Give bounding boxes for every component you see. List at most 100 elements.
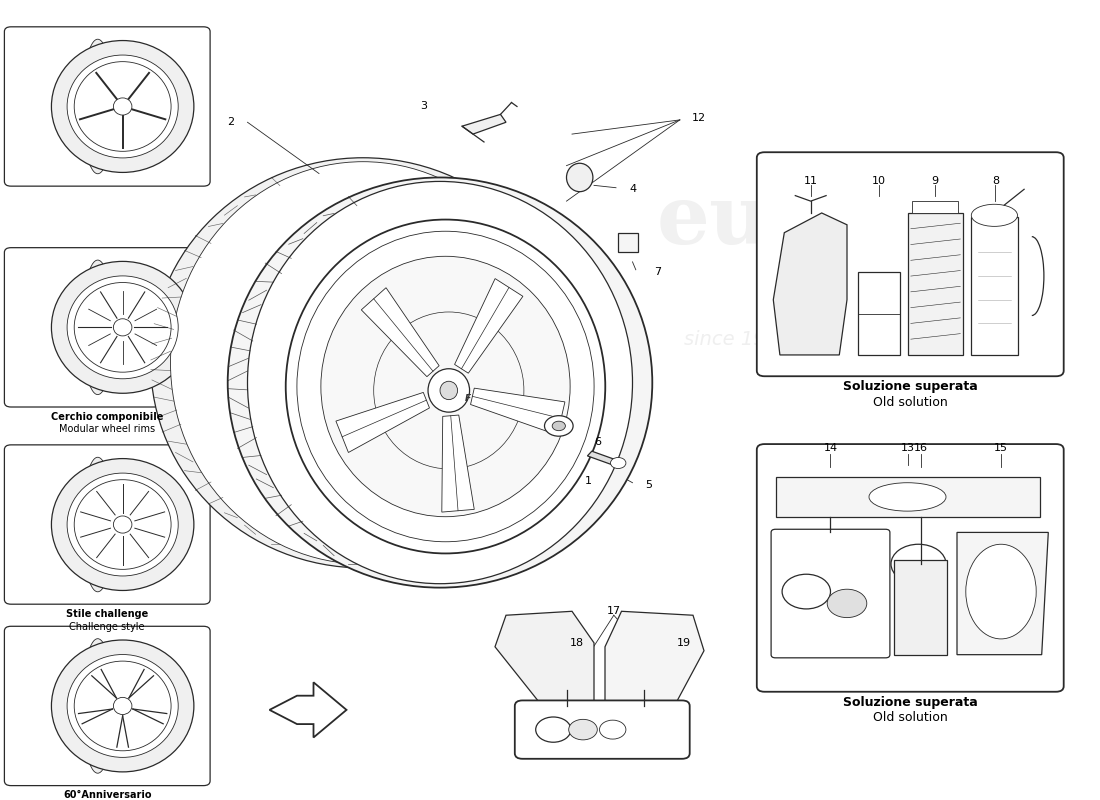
Text: 8: 8 [992, 177, 999, 186]
Ellipse shape [67, 55, 178, 158]
Ellipse shape [286, 219, 605, 554]
Ellipse shape [82, 39, 113, 174]
Text: 19: 19 [678, 638, 691, 648]
Text: Challenge style: Challenge style [69, 622, 145, 631]
Ellipse shape [966, 544, 1036, 639]
Text: eurob: eurob [657, 181, 927, 261]
Ellipse shape [113, 698, 132, 714]
Text: Soluzione superata: Soluzione superata [843, 695, 978, 709]
Ellipse shape [544, 416, 573, 436]
Ellipse shape [52, 458, 194, 590]
Ellipse shape [827, 590, 867, 618]
Ellipse shape [610, 458, 626, 469]
Ellipse shape [321, 256, 570, 517]
FancyBboxPatch shape [515, 701, 690, 758]
Bar [858, 272, 900, 355]
Ellipse shape [67, 473, 178, 576]
Polygon shape [454, 278, 522, 373]
Text: 12: 12 [692, 114, 705, 123]
Polygon shape [442, 415, 474, 512]
Ellipse shape [74, 480, 172, 570]
Text: 18: 18 [570, 638, 583, 648]
Polygon shape [361, 288, 439, 377]
Bar [912, 201, 958, 213]
FancyBboxPatch shape [771, 530, 890, 658]
Text: 1: 1 [585, 476, 592, 486]
Polygon shape [462, 114, 506, 134]
Ellipse shape [170, 162, 556, 564]
Text: 3: 3 [420, 102, 427, 111]
Text: Stile challenge: Stile challenge [66, 609, 148, 619]
Ellipse shape [87, 470, 109, 578]
FancyBboxPatch shape [757, 444, 1064, 692]
Bar [908, 213, 962, 355]
Polygon shape [773, 213, 847, 355]
Polygon shape [957, 533, 1048, 654]
Ellipse shape [52, 640, 194, 772]
Bar [971, 217, 1018, 355]
Ellipse shape [428, 369, 470, 412]
Text: since 1985: since 1985 [684, 330, 790, 349]
Text: 17: 17 [607, 606, 620, 616]
Text: 2: 2 [228, 118, 234, 127]
Ellipse shape [891, 544, 946, 584]
Ellipse shape [536, 717, 571, 742]
Polygon shape [471, 388, 565, 435]
Text: 4: 4 [629, 184, 636, 194]
Text: Modular wheel rims: Modular wheel rims [59, 424, 155, 434]
Text: Old solution: Old solution [873, 396, 947, 409]
Ellipse shape [113, 516, 132, 533]
Ellipse shape [87, 274, 109, 382]
FancyBboxPatch shape [4, 27, 210, 186]
Ellipse shape [248, 182, 632, 584]
Text: 9: 9 [932, 177, 938, 186]
Ellipse shape [600, 720, 626, 739]
Text: 6: 6 [594, 437, 601, 446]
Text: 11: 11 [804, 177, 817, 186]
Ellipse shape [67, 654, 178, 758]
Text: 10: 10 [872, 177, 886, 186]
Bar [894, 560, 947, 654]
Ellipse shape [74, 661, 172, 750]
Polygon shape [495, 611, 594, 702]
Ellipse shape [151, 158, 575, 568]
FancyBboxPatch shape [4, 248, 210, 407]
Polygon shape [270, 682, 346, 738]
FancyBboxPatch shape [4, 626, 210, 786]
Ellipse shape [113, 318, 132, 336]
Polygon shape [587, 451, 618, 466]
Ellipse shape [113, 98, 132, 115]
Text: 7: 7 [654, 267, 661, 277]
Ellipse shape [74, 282, 172, 372]
Ellipse shape [87, 53, 109, 161]
Text: 5: 5 [646, 480, 652, 490]
Polygon shape [605, 611, 704, 702]
Text: Cerchio componibile: Cerchio componibile [51, 412, 164, 422]
Ellipse shape [52, 41, 194, 173]
Ellipse shape [971, 204, 1018, 226]
FancyBboxPatch shape [4, 445, 210, 604]
Polygon shape [336, 393, 429, 453]
Text: 15: 15 [994, 443, 1008, 453]
Text: a passion for: a passion for [448, 477, 608, 501]
Text: F: F [464, 394, 471, 403]
Ellipse shape [869, 482, 946, 511]
Ellipse shape [552, 422, 565, 430]
Ellipse shape [87, 652, 109, 760]
Ellipse shape [82, 458, 113, 592]
Ellipse shape [566, 163, 593, 192]
Text: Old solution: Old solution [873, 711, 947, 724]
FancyBboxPatch shape [757, 152, 1064, 376]
Ellipse shape [82, 260, 113, 394]
Ellipse shape [782, 574, 830, 609]
Text: Soluzione superata: Soluzione superata [843, 380, 978, 393]
Ellipse shape [440, 382, 458, 400]
Ellipse shape [228, 178, 652, 588]
Text: 16: 16 [914, 443, 927, 453]
Ellipse shape [82, 638, 113, 774]
Text: 13: 13 [901, 443, 914, 453]
Ellipse shape [74, 62, 172, 151]
Ellipse shape [569, 719, 597, 740]
Text: 14: 14 [824, 443, 837, 453]
Bar [618, 233, 638, 253]
